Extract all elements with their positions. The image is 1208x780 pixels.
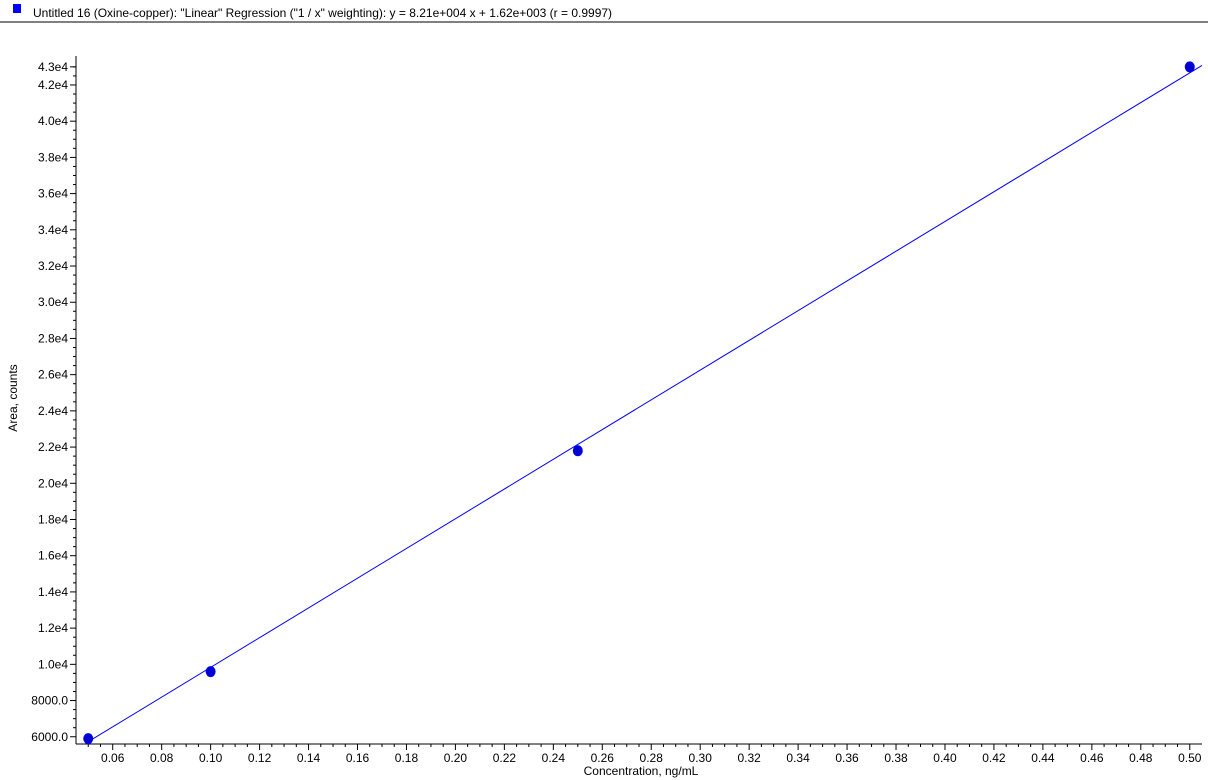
axes: 0.06 0.08 0.10 0.12 0.14 0.16 0.18 0.20 0.22 0.24… [31,56,1202,765]
y-tick-label: 6000.0 [31,730,68,744]
y-tick-label: 4.0e4 [38,114,68,128]
y-tick-label: 2.6e4 [38,368,68,382]
y-tick-label: 2.0e4 [38,476,68,490]
y-tick-label: 3.2e4 [38,259,68,273]
x-tick-label: 0.38 [884,751,908,765]
y-tick-label: 8000.0 [31,694,68,708]
fit-line-group [87,64,1203,743]
y-tick-label: 1.2e4 [38,621,68,635]
x-tick-label: 0.46 [1080,751,1104,765]
data-point [1184,61,1195,73]
x-tick-label: 0.44 [1031,751,1055,765]
x-tick-label: 0.10 [199,751,223,765]
y-tick-label: 3.8e4 [38,150,68,164]
regression-line [87,64,1203,743]
x-tick-label: 0.20 [444,751,468,765]
x-tick-label: 0.32 [737,751,761,765]
x-tick-label: 0.24 [542,751,566,765]
x-tick-label: 0.26 [591,751,615,765]
x-tick-label: 0.16 [346,751,370,765]
legend: Untitled 16 (Oxine-copper): "Linear" Reg… [13,4,612,20]
x-tick-label: 0.36 [835,751,859,765]
x-tick-label: 0.22 [493,751,517,765]
y-tick-label: 1.8e4 [38,512,68,526]
y-tick-label: 3.6e4 [38,187,68,201]
y-tick-label: 3.0e4 [38,295,68,309]
y-tick-label: 1.0e4 [38,657,68,671]
x-tick-label: 0.48 [1129,751,1153,765]
x-tick-label: 0.18 [395,751,419,765]
y-tick-label: 2.2e4 [38,440,68,454]
x-tick-label: 0.50 [1178,751,1202,765]
y-axis-title: Area, counts [6,364,20,431]
y-tick-label: 4.2e4 [38,78,68,92]
legend-swatch [13,4,21,13]
x-tick-label: 0.30 [689,751,713,765]
y-tick-label: 2.4e4 [38,404,68,418]
x-tick-label: 0.14 [297,751,321,765]
data-point [205,666,216,678]
x-tick-label: 0.34 [786,751,810,765]
y-tick-label: 4.3e4 [38,60,68,74]
x-tick-label: 0.08 [150,751,174,765]
data-points [83,61,1195,745]
y-tick-label: 1.4e4 [38,585,68,599]
y-tick-label: 2.8e4 [38,331,68,345]
x-tick-label: 0.12 [248,751,272,765]
x-tick-label: 0.06 [101,751,125,765]
x-tick-label: 0.40 [933,751,957,765]
data-point [572,445,583,457]
legend-series-label: Untitled 16 (Oxine-copper): "Linear" Reg… [33,6,612,20]
y-tick-label: 3.4e4 [38,223,68,237]
data-point [83,733,94,745]
x-axis-title: Concentration, ng/mL [584,764,699,778]
y-tick-label: 1.6e4 [38,549,68,563]
x-tick-label: 0.42 [982,751,1006,765]
x-tick-label: 0.28 [640,751,664,765]
